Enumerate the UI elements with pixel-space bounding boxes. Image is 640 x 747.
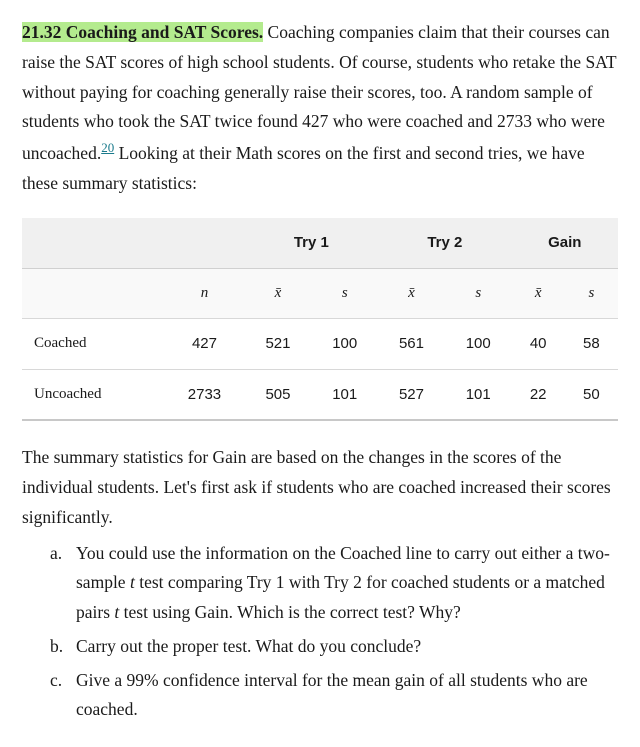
cell-try1-s: 100 [311, 319, 378, 370]
cell-n: 427 [164, 319, 244, 370]
question-a: a. You could use the information on the … [50, 539, 618, 628]
problem-title: Coaching and SAT Scores [66, 22, 259, 42]
header-blank-1 [22, 218, 164, 268]
marker-c: c. [50, 666, 62, 696]
header-try1: Try 1 [245, 218, 379, 268]
subheader-blank [22, 268, 164, 319]
row-label: Uncoached [22, 369, 164, 420]
cell-n: 2733 [164, 369, 244, 420]
header-gain: Gain [512, 218, 618, 268]
subheader-try1-s: s [311, 268, 378, 319]
cell-try2-x: 561 [378, 319, 445, 370]
row-label: Coached [22, 319, 164, 370]
cell-try1-s: 101 [311, 369, 378, 420]
qb-text: Carry out the proper test. What do you c… [76, 636, 421, 656]
subheader-gain-x: x̄ [512, 268, 565, 319]
cell-gain-s: 50 [565, 369, 618, 420]
question-list: a. You could use the information on the … [22, 539, 618, 726]
marker-a: a. [50, 539, 62, 569]
footnote-link[interactable]: 20 [101, 140, 114, 155]
subheader-try1-x: x̄ [245, 268, 312, 319]
cell-try1-x: 521 [245, 319, 312, 370]
cell-try1-x: 505 [245, 369, 312, 420]
subheader-gain-s: s [565, 268, 618, 319]
subheader-try2-x: x̄ [378, 268, 445, 319]
cell-try2-s: 101 [445, 369, 512, 420]
intro-paragraph: 21.32 Coaching and SAT Scores. Coaching … [22, 18, 618, 198]
qc-text: Give a 99% confidence interval for the m… [76, 670, 588, 720]
question-c: c. Give a 99% confidence interval for th… [50, 666, 618, 726]
qa-post: test using Gain. Which is the correct te… [119, 602, 460, 622]
cell-gain-s: 58 [565, 319, 618, 370]
marker-b: b. [50, 632, 63, 662]
cell-try2-x: 527 [378, 369, 445, 420]
cell-try2-s: 100 [445, 319, 512, 370]
statistics-table: Try 1 Try 2 Gain n x̄ s x̄ s x̄ s Coache… [22, 218, 618, 421]
subheader-try2-s: s [445, 268, 512, 319]
table-row: Coached 427 521 100 561 100 40 58 [22, 319, 618, 370]
subheader-n: n [164, 268, 244, 319]
header-blank-2 [164, 218, 244, 268]
mid-paragraph: The summary statistics for Gain are base… [22, 443, 618, 532]
table-row: Uncoached 2733 505 101 527 101 22 50 [22, 369, 618, 420]
question-b: b. Carry out the proper test. What do yo… [50, 632, 618, 662]
cell-gain-x: 40 [512, 319, 565, 370]
problem-header: 21.32 Coaching and SAT Scores. [22, 22, 263, 42]
cell-gain-x: 22 [512, 369, 565, 420]
header-try2: Try 2 [378, 218, 512, 268]
problem-number: 21.32 [22, 22, 61, 42]
